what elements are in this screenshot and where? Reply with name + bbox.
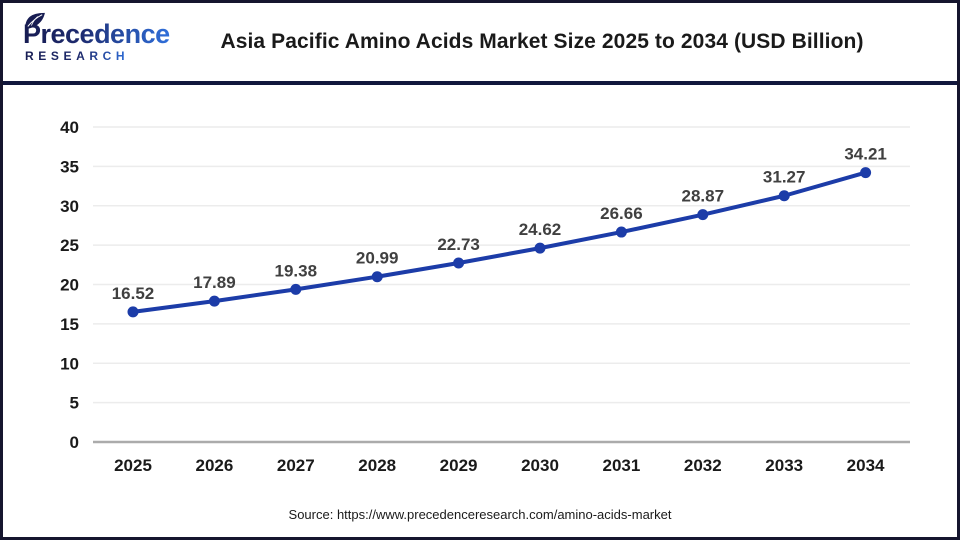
- precedence-research-logo: Precedence RESEARCH: [23, 12, 173, 64]
- x-tick-label: 2026: [195, 456, 233, 475]
- data-point-label: 19.38: [275, 261, 318, 280]
- data-point-label: 22.73: [437, 235, 480, 254]
- y-tick-label: 20: [60, 276, 79, 295]
- header-divider: [3, 81, 957, 85]
- y-tick-label: 5: [70, 394, 79, 413]
- y-tick-label: 40: [60, 118, 79, 137]
- data-point-marker: [534, 242, 546, 254]
- x-tick-label: 2027: [277, 456, 315, 475]
- data-point-label: 31.27: [763, 168, 806, 187]
- data-point-label: 20.99: [356, 249, 399, 268]
- header: Precedence RESEARCH Asia Pacific Amino A…: [3, 3, 957, 81]
- data-point-marker: [860, 167, 872, 179]
- data-point-marker: [290, 283, 302, 295]
- source-text: Source: https://www.precedenceresearch.c…: [288, 506, 672, 522]
- data-point-marker: [127, 306, 139, 318]
- logo-subtitle-text: RESEARCH: [25, 48, 130, 63]
- x-tick-label: 2025: [114, 456, 152, 475]
- y-tick-label: 35: [60, 157, 79, 176]
- data-point-marker: [778, 190, 790, 202]
- data-point-label: 28.87: [682, 187, 725, 206]
- x-tick-label: 2033: [765, 456, 803, 475]
- y-tick-label: 0: [70, 433, 79, 452]
- y-tick-label: 10: [60, 354, 79, 373]
- x-tick-label: 2032: [684, 456, 722, 475]
- data-point-marker: [453, 257, 465, 269]
- chart-area: 0 5 10 15 20 25 30 35 40 2025 2026 2027 2028 2029 2030…: [3, 85, 957, 491]
- x-tick-label: 2030: [521, 456, 559, 475]
- footer: Source: https://www.precedenceresearch.c…: [3, 491, 957, 537]
- data-point-label: 34.21: [844, 145, 887, 164]
- data-point-label: 17.89: [193, 273, 236, 292]
- data-point-marker: [697, 209, 709, 221]
- x-tick-label: 2028: [358, 456, 396, 475]
- data-point-label: 16.52: [112, 284, 155, 303]
- logo-brand-text: Precedence: [23, 18, 170, 49]
- chart-title: Asia Pacific Amino Acids Market Size 202…: [220, 30, 864, 53]
- x-tick-label: 2031: [602, 456, 640, 475]
- x-tick-label: 2029: [440, 456, 478, 475]
- series-line: [131, 170, 868, 314]
- y-tick-label: 30: [60, 197, 79, 216]
- data-point-marker: [208, 295, 220, 307]
- data-point-marker: [615, 226, 627, 238]
- leaf-logo-icon: [25, 12, 45, 29]
- data-point-label: 24.62: [519, 220, 562, 239]
- data-point-label: 26.66: [600, 204, 643, 223]
- y-tick-label: 25: [60, 236, 79, 255]
- data-point-marker: [371, 271, 383, 283]
- y-tick-label: 15: [60, 315, 79, 334]
- x-tick-label: 2034: [847, 456, 885, 475]
- title-container: Asia Pacific Amino Acids Market Size 202…: [173, 30, 957, 54]
